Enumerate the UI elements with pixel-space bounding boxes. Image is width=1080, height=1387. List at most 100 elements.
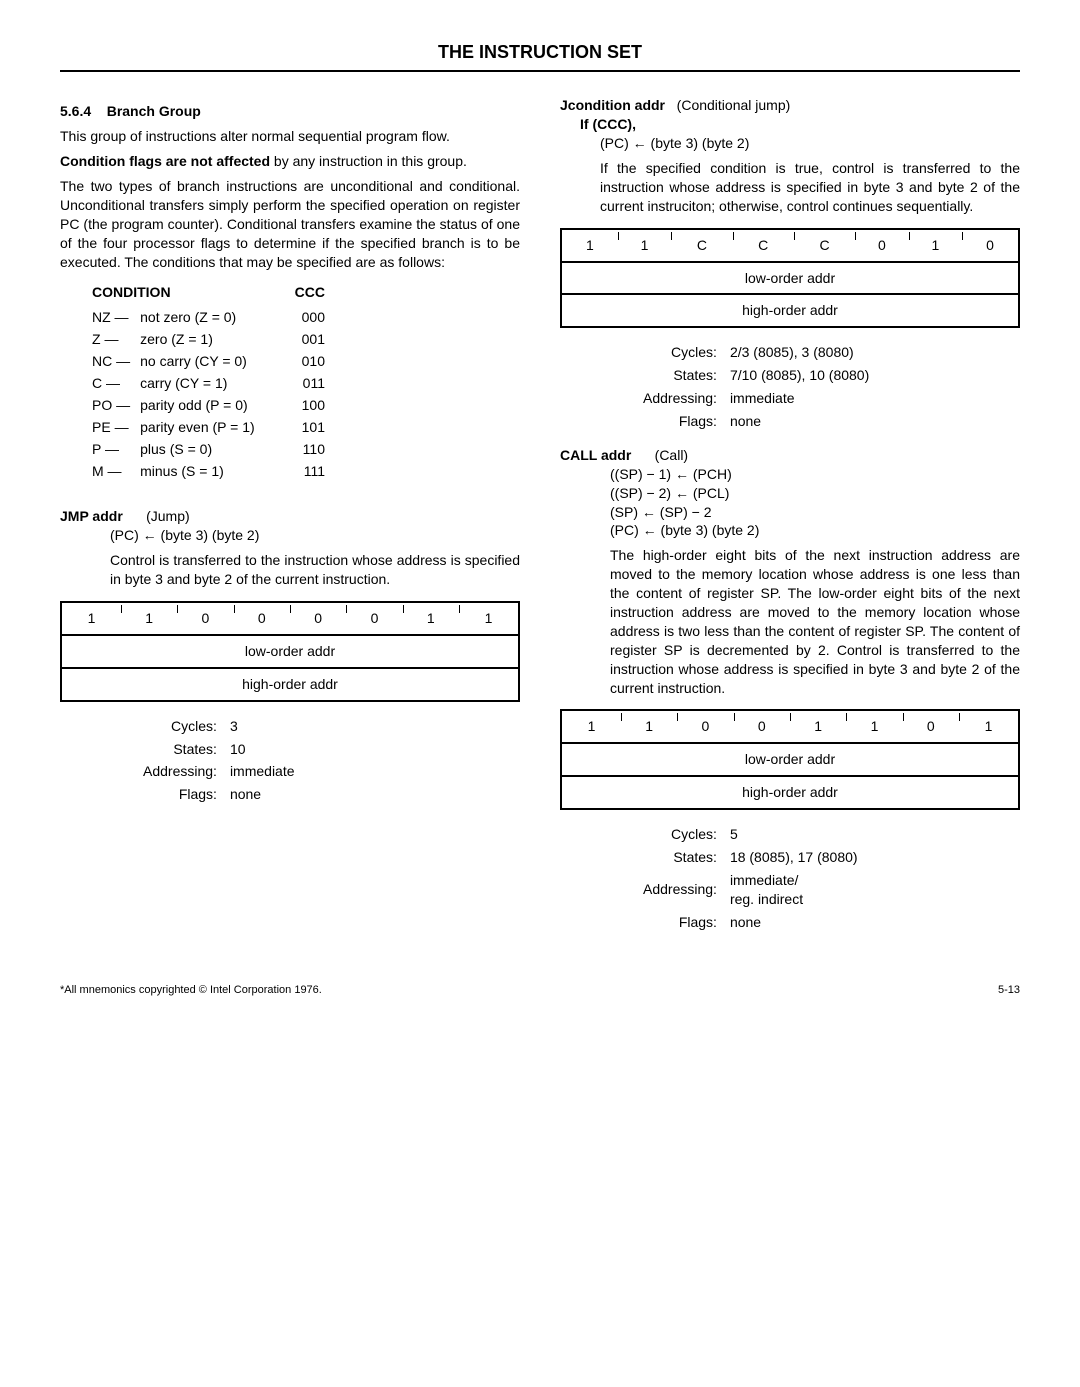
label-cycles: Cycles: — [142, 716, 227, 737]
bit-cell: 1 — [959, 710, 1019, 743]
jmp-subtitle: (Jump) — [146, 508, 190, 524]
jmp-states: 10 — [229, 739, 296, 760]
jcond-states: 7/10 (8085), 10 (8080) — [729, 365, 870, 386]
condition-row: PE —parity even (P = 1)101 — [92, 418, 333, 438]
call-op1: ((SP) − 1) ← (PCH) — [610, 465, 1020, 484]
footer-copyright: *All mnemonics copyrighted © Intel Corpo… — [60, 983, 322, 998]
jcond-row3: high-order addr — [561, 294, 1019, 327]
bit-cell: 1 — [621, 710, 677, 743]
jcond-flags: none — [729, 411, 870, 432]
cond-desc: no carry (CY = 0) — [140, 352, 263, 372]
label-flags: Flags: — [142, 784, 227, 805]
condition-row: C —carry (CY = 1)011 — [92, 374, 333, 394]
jmp-row3: high-order addr — [61, 668, 519, 701]
jcond-heading: Jcondition addr (Conditional jump) — [560, 96, 1020, 115]
jcond-name: Jcondition addr — [560, 97, 665, 113]
jcond-block: Jcondition addr (Conditional jump) If (C… — [560, 96, 1020, 434]
jmp-block: JMP addr (Jump) (PC) ← (byte 3) (byte 2)… — [60, 507, 520, 807]
jcond-encoding: 11CCC010 low-order addr high-order addr — [560, 228, 1020, 329]
jmp-heading: JMP addr (Jump) — [60, 507, 520, 526]
call-encoding: 11001101 low-order addr high-order addr — [560, 709, 1020, 810]
call-desc: The high-order eight bits of the next in… — [610, 546, 1020, 697]
section-title: Branch Group — [107, 103, 201, 119]
branch-para-3: The two types of branch instructions are… — [60, 177, 520, 271]
condition-row: M —minus (S = 1)111 — [92, 462, 333, 482]
jmp-cycles: 3 — [229, 716, 296, 737]
jcond-subtitle: (Conditional jump) — [677, 97, 791, 113]
page-title: THE INSTRUCTION SET — [60, 40, 1020, 72]
cond-ccc: 011 — [265, 374, 333, 394]
bit-cell: 1 — [121, 602, 177, 635]
cond-ccc: 100 — [265, 396, 333, 416]
label-cycles: Cycles: — [642, 342, 727, 363]
left-column: 5.6.4 Branch Group This group of instruc… — [60, 96, 520, 942]
cond-desc: parity odd (P = 0) — [140, 396, 263, 416]
jmp-addressing: immediate — [229, 761, 296, 782]
call-addressing: immediate/ reg. indirect — [729, 870, 859, 910]
label-cycles: Cycles: — [642, 824, 727, 845]
condition-row: NZ —not zero (Z = 0)000 — [92, 308, 333, 328]
bit-cell: C — [794, 229, 855, 262]
label-addressing: Addressing: — [142, 761, 227, 782]
cond-desc: plus (S = 0) — [140, 440, 263, 460]
jmp-name: JMP addr — [60, 508, 123, 524]
cond-ccc: 001 — [265, 330, 333, 350]
content-columns: 5.6.4 Branch Group This group of instruc… — [60, 96, 1020, 942]
jcond-if: If (CCC), — [580, 115, 1020, 134]
cond-flags-lead: Condition flags are not affected — [60, 153, 270, 169]
bit-cell: 0 — [177, 602, 233, 635]
bit-cell: C — [671, 229, 732, 262]
label-addressing: Addressing: — [642, 388, 727, 409]
call-block: CALL addr (Call) ((SP) − 1) ← (PCH) ((SP… — [560, 446, 1020, 935]
jcond-row2: low-order addr — [561, 262, 1019, 295]
jcond-op1: (PC) ← (byte 3) (byte 2) — [600, 134, 1020, 153]
jcond-cycles: 2/3 (8085), 3 (8080) — [729, 342, 870, 363]
bit-cell: 0 — [346, 602, 402, 635]
call-flags: none — [729, 912, 859, 933]
cond-head-right: CCC — [265, 283, 333, 306]
cond-head-left: CONDITION — [92, 283, 263, 306]
call-row2: low-order addr — [561, 743, 1019, 776]
label-states: States: — [642, 847, 727, 868]
label-states: States: — [142, 739, 227, 760]
condition-row: P —plus (S = 0)110 — [92, 440, 333, 460]
call-name: CALL addr — [560, 447, 631, 463]
cond-sym: NZ — — [92, 308, 138, 328]
bit-cell: 1 — [846, 710, 902, 743]
jcond-addressing: immediate — [729, 388, 870, 409]
label-flags: Flags: — [642, 912, 727, 933]
footer: *All mnemonics copyrighted © Intel Corpo… — [60, 983, 1020, 998]
bit-cell: 1 — [618, 229, 671, 262]
condition-table: CONDITION CCC NZ —not zero (Z = 0)000Z —… — [90, 281, 335, 483]
label-states: States: — [642, 365, 727, 386]
label-flags: Flags: — [642, 411, 727, 432]
bit-cell: 1 — [790, 710, 846, 743]
cond-desc: minus (S = 1) — [140, 462, 263, 482]
call-meta: Cycles:5 States:18 (8085), 17 (8080) Add… — [640, 822, 861, 934]
right-column: Jcondition addr (Conditional jump) If (C… — [560, 96, 1020, 942]
bit-cell: 1 — [459, 602, 519, 635]
section-heading: 5.6.4 Branch Group — [60, 102, 520, 121]
bit-cell: 0 — [234, 602, 290, 635]
section-number: 5.6.4 — [60, 103, 91, 119]
call-op2: ((SP) − 2) ← (PCL) — [610, 484, 1020, 503]
branch-para-2: Condition flags are not affected by any … — [60, 152, 520, 171]
bit-cell: 1 — [561, 710, 621, 743]
bit-cell: 0 — [677, 710, 733, 743]
cond-ccc: 010 — [265, 352, 333, 372]
cond-desc: carry (CY = 1) — [140, 374, 263, 394]
call-states: 18 (8085), 17 (8080) — [729, 847, 859, 868]
jmp-row2: low-order addr — [61, 635, 519, 668]
cond-sym: P — — [92, 440, 138, 460]
jmp-flags: none — [229, 784, 296, 805]
jcond-desc: If the specified condition is true, cont… — [600, 159, 1020, 216]
jmp-meta: Cycles:3 States:10 Addressing:immediate … — [140, 714, 298, 808]
footer-page: 5-13 — [998, 983, 1020, 998]
bit-cell: 0 — [903, 710, 959, 743]
call-op3: (SP) ← (SP) − 2 — [610, 503, 1020, 522]
condition-row: Z —zero (Z = 1)001 — [92, 330, 333, 350]
branch-para-1: This group of instructions alter normal … — [60, 127, 520, 146]
cond-desc: parity even (P = 1) — [140, 418, 263, 438]
cond-sym: PE — — [92, 418, 138, 438]
bit-cell: 1 — [403, 602, 459, 635]
